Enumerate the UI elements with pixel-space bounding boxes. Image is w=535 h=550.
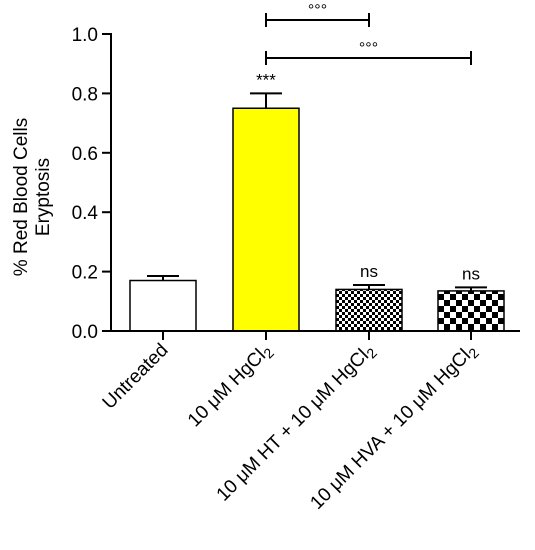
y-tick-label: 0.8 bbox=[72, 84, 98, 105]
bar-2 bbox=[335, 288, 403, 332]
significance-label-2: ns bbox=[360, 262, 378, 281]
x-tick-label-part: 10 μM HgCl bbox=[184, 345, 270, 431]
y-axis-title: % Red Blood Cells Eryptosis bbox=[11, 118, 54, 276]
bracket-label-1: °°° bbox=[359, 40, 378, 57]
y-axis: 0.0 0.2 0.4 0.6 0.8 1.0 bbox=[72, 25, 112, 343]
x-tick-label-1: 10 μM HgCl2 bbox=[184, 340, 277, 433]
y-tick-label: 0.0 bbox=[72, 322, 98, 343]
significance-label-1: *** bbox=[256, 70, 276, 89]
bar-0 bbox=[129, 279, 197, 332]
bracket-label-0: °°° bbox=[308, 2, 327, 19]
bars: *** ns ns bbox=[129, 70, 505, 332]
y-axis-title-line2: Eryptosis bbox=[33, 158, 54, 236]
bar-3 bbox=[437, 290, 505, 332]
y-axis-title-line1: % Red Blood Cells bbox=[11, 118, 32, 276]
x-tick-label-0: Untreated bbox=[99, 340, 173, 414]
y-tick-label: 0.4 bbox=[72, 203, 99, 224]
y-tick-label: 0.6 bbox=[72, 144, 98, 165]
significance-label-3: ns bbox=[462, 264, 480, 283]
x-tick-label-3: 10 μM HVA + 10 μM HgCl2 bbox=[306, 340, 482, 516]
bar-1 bbox=[232, 107, 300, 332]
y-tick-label: 1.0 bbox=[72, 25, 98, 46]
x-tick-label-part: Untreated bbox=[99, 340, 173, 414]
significance-brackets: °°° °°° bbox=[265, 2, 472, 65]
y-tick-label: 0.2 bbox=[72, 263, 98, 284]
